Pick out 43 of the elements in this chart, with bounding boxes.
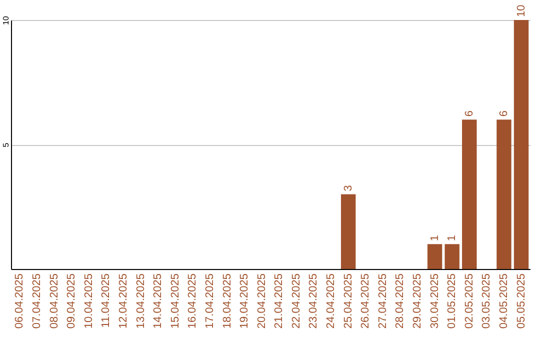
x-tick-label: 23.04.2025 [308, 274, 320, 329]
x-tick-label: 06.04.2025 [14, 274, 26, 329]
x-tick-label: 28.04.2025 [394, 274, 406, 329]
x-tick-label: 25.04.2025 [342, 274, 354, 329]
x-tick-label: 26.04.2025 [360, 274, 372, 329]
data-label: 10 [515, 4, 528, 17]
x-tick-label: 13.04.2025 [134, 274, 147, 329]
data-label: 6 [498, 110, 510, 117]
y-tick-label: 5 [2, 142, 10, 148]
x-tick-label: 21.04.2025 [273, 274, 286, 329]
x-tick-label: 03.05.2025 [480, 274, 493, 329]
x-tick-label: 24.04.2025 [325, 274, 338, 329]
x-tick-label: 15.04.2025 [169, 274, 182, 329]
x-tick-label: 04.05.2025 [498, 274, 510, 329]
x-tick-label: 22.04.2025 [290, 274, 302, 329]
x-tick-label: 18.04.2025 [221, 274, 234, 329]
x-tick-label: 16.04.2025 [186, 274, 199, 329]
data-label: 3 [342, 185, 354, 192]
x-tick-label: 10.04.2025 [82, 274, 95, 329]
x-tick-label: 30.04.2025 [428, 274, 441, 329]
bar [462, 120, 477, 269]
x-tick-label: 27.04.2025 [376, 274, 389, 329]
bar [514, 20, 529, 269]
bar [340, 194, 356, 269]
data-label: 1 [446, 234, 458, 242]
x-tick-label: 07.04.2025 [31, 274, 44, 329]
x-tick-label: 19.04.2025 [238, 274, 251, 329]
bar [496, 120, 512, 269]
x-tick-label: 01.05.2025 [446, 274, 458, 329]
x-tick-label: 14.04.2025 [152, 274, 164, 329]
x-tick-label: 12.04.2025 [118, 274, 130, 329]
bar [427, 244, 442, 269]
data-label: 1 [428, 234, 441, 242]
x-tick-label: 20.04.2025 [256, 274, 268, 329]
x-tick-label: 05.05.2025 [515, 274, 528, 329]
x-tick-label: 29.04.2025 [412, 274, 424, 329]
data-label: 6 [463, 110, 476, 117]
x-tick-label: 11.04.2025 [100, 274, 112, 328]
bar [444, 244, 460, 269]
x-tick-label: 09.04.2025 [66, 274, 78, 329]
x-tick-label: 17.04.2025 [204, 274, 216, 329]
x-tick-label: 08.04.2025 [48, 274, 60, 329]
x-tick-label: 02.05.2025 [463, 274, 476, 329]
